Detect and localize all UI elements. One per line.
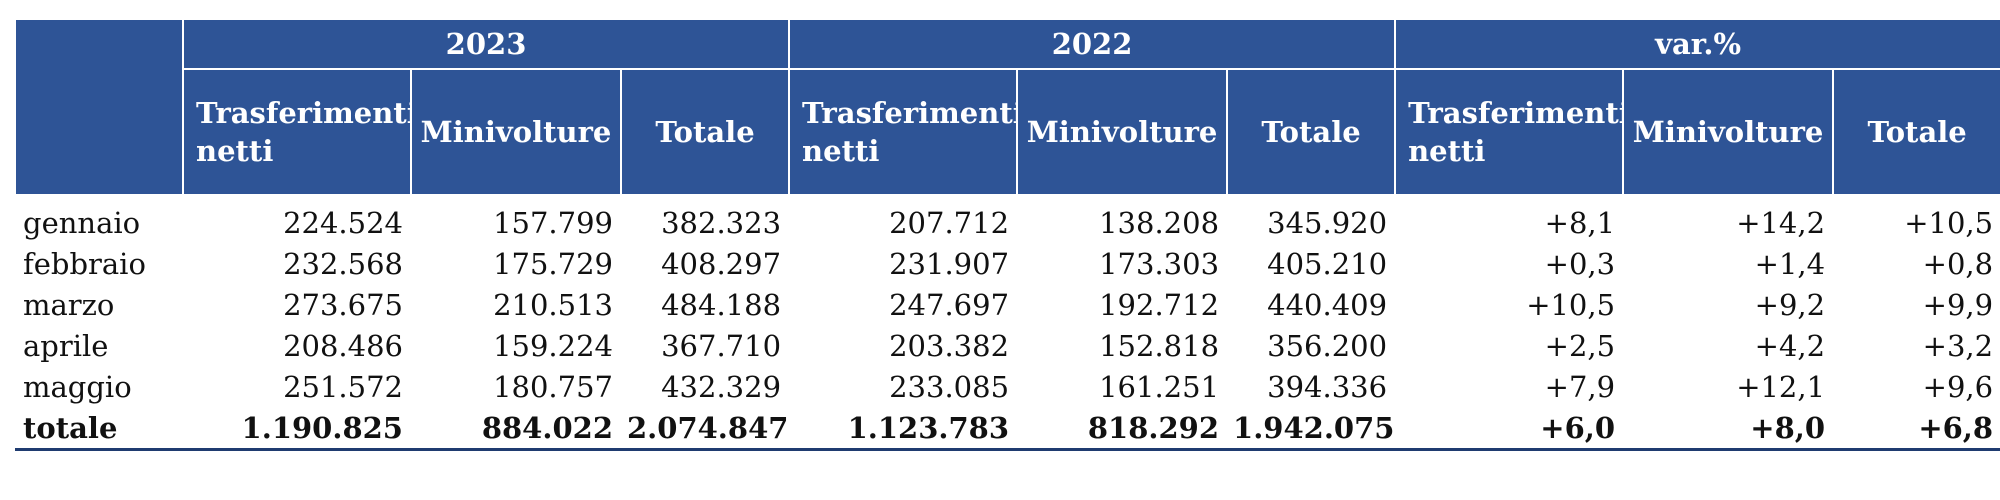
table-cell: 232.568 [283,246,403,281]
table-cell: 175.729 [493,246,613,281]
table-row-aprile: aprile 208.486 159.224 367.710 203.382 1… [15,325,2000,366]
column-header-totale-var: Totale [1832,68,2000,196]
table-cell: +8,1 [1544,205,1616,240]
table-cell: +0,3 [1544,246,1616,281]
table-cell: 356.200 [1267,328,1388,363]
table-cell: 180.757 [493,369,613,404]
column-header-trasferimenti-var: Trasferimenti netti [1394,68,1625,196]
table-cell: +0,8 [1922,246,1994,281]
table-cell: 173.303 [1099,246,1220,281]
table-cell: 152.818 [1099,328,1220,363]
table-cell: +9,9 [1922,287,1994,322]
group-header-var: var.% [1394,18,2000,70]
row-label: febbraio [23,246,146,281]
table-row-marzo: marzo 273.675 210.513 484.188 247.697 19… [15,284,2000,325]
table-cell: 231.907 [889,246,1010,281]
table-cell: 1.123.783 [789,407,1018,451]
table-cell: 367.710 [661,328,782,363]
table-cell: 345.920 [1267,205,1388,240]
table-cell: +6,8 [1833,407,2000,451]
row-label: totale [15,407,183,451]
table-cell: 207.712 [889,205,1010,240]
row-label: gennaio [23,205,141,240]
table-cell: 210.513 [493,287,613,322]
table-cell: 818.292 [1017,407,1228,451]
table-row-febbraio: febbraio 232.568 175.729 408.297 231.907… [15,243,2000,284]
group-header-row: 2023 2022 var.% [14,18,2000,196]
table-cell: +9,2 [1754,287,1826,322]
table-cell: 159.224 [493,328,613,363]
group-header-2023: 2023 [181,18,791,70]
table-cell: 224.524 [283,205,403,240]
table-cell: +7,9 [1544,369,1616,404]
table-cell: 161.251 [1099,369,1220,404]
table-cell: 203.382 [889,328,1010,363]
table-cell: 208.486 [283,328,403,363]
table-row-maggio: maggio 251.572 180.757 432.329 233.085 1… [15,366,2000,407]
table-cell: 408.297 [661,246,782,281]
table-cell: +10,5 [1526,287,1616,322]
table-cell: 138.208 [1099,205,1220,240]
table-cell: +9,6 [1922,369,1994,404]
table-cell: 247.697 [889,287,1010,322]
table-cell: 884.022 [411,407,621,451]
column-header-trasferimenti-2023: Trasferimenti netti [182,68,412,196]
row-label: aprile [23,328,109,363]
data-table: 2023 2022 var.% Trasferimenti netti Mini… [14,18,2000,451]
table-cell: +8,0 [1623,407,1834,451]
table-cell: 233.085 [889,369,1010,404]
table-cell: +6,0 [1395,407,1624,451]
column-header-minivolture-var: Minivolture [1622,68,1835,196]
table-cell: +4,2 [1754,328,1826,363]
row-label: maggio [23,369,132,404]
corner-header-cell [14,18,184,196]
table-cell: +1,4 [1754,246,1826,281]
table-cell: +14,2 [1736,205,1826,240]
table-cell: 394.336 [1267,369,1388,404]
column-header-totale-2023: Totale [619,68,791,196]
group-header-2022: 2022 [788,18,1397,70]
column-header-minivolture-2023: Minivolture [410,68,622,196]
table-cell: +3,2 [1922,328,1994,363]
column-header-minivolture-2022: Minivolture [1016,68,1229,196]
table-cell: 440.409 [1267,287,1388,322]
column-header-trasferimenti-2022: Trasferimenti netti [788,68,1019,196]
table-row-totale: totale 1.190.825 884.022 2.074.847 1.123… [15,407,2000,451]
table-cell: +12,1 [1736,369,1826,404]
table-cell: 157.799 [493,205,613,240]
table-cell: 1.942.075 [1227,407,1396,451]
table-row-gennaio: gennaio 224.524 157.799 382.323 207.712 … [15,195,2000,243]
table-cell: +10,5 [1904,205,1994,240]
table-cell: 2.074.847 [621,407,790,451]
column-header-totale-2022: Totale [1226,68,1397,196]
table-cell: 192.712 [1099,287,1220,322]
table-cell: 432.329 [661,369,782,404]
table-cell: 382.323 [661,205,782,240]
table-cell: 251.572 [283,369,403,404]
table-cell: 1.190.825 [183,407,411,451]
table-cell: 405.210 [1267,246,1388,281]
row-label: marzo [23,287,115,322]
column-header-row: Trasferimenti netti Minivolture Totale T… [15,68,2000,196]
table-cell: +2,5 [1544,328,1616,363]
table-cell: 273.675 [283,287,403,322]
table-cell: 484.188 [661,287,782,322]
